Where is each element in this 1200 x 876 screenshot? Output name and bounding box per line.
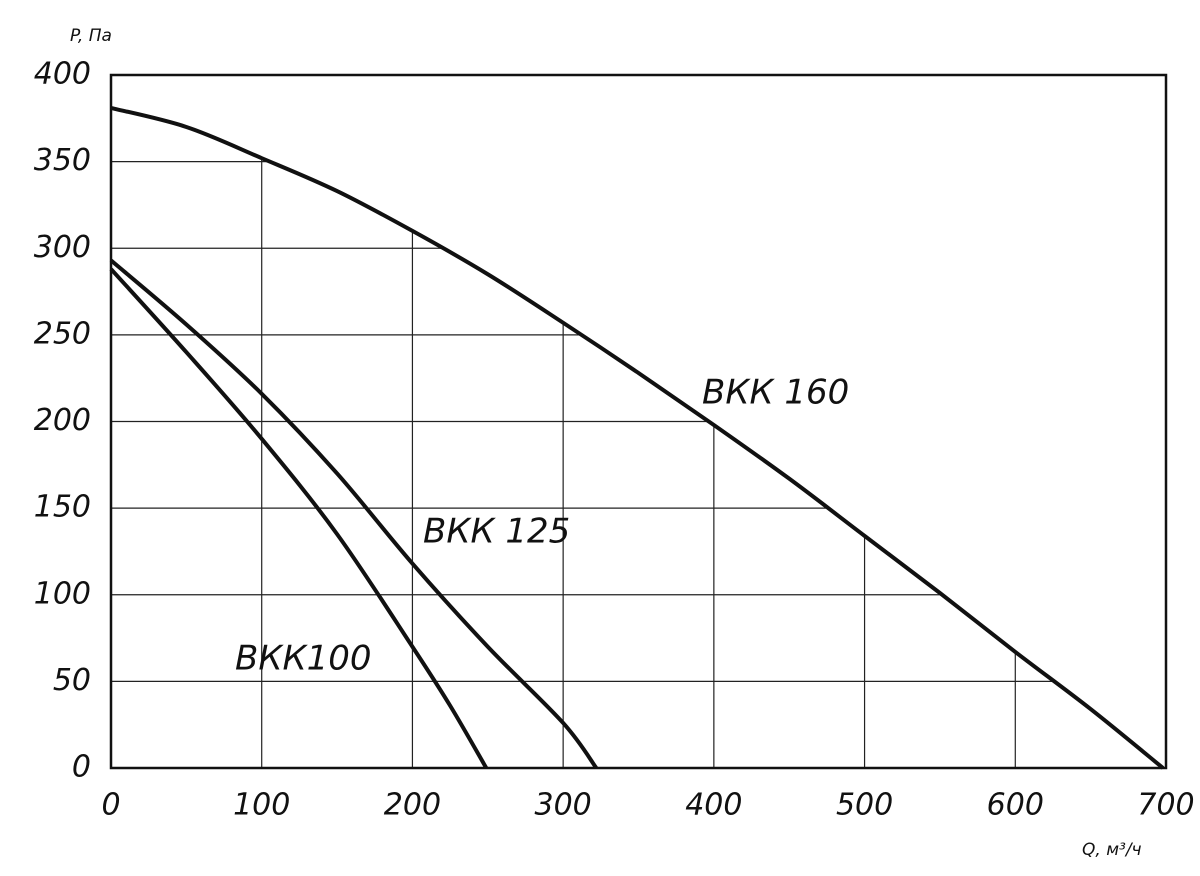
x-tick-label: 100 bbox=[233, 788, 290, 823]
y-tick-label: 400 bbox=[34, 57, 91, 92]
x-tick-label: 200 bbox=[384, 788, 441, 823]
y-axis-label: P, Па bbox=[70, 26, 112, 46]
x-tick-label: 0 bbox=[101, 788, 120, 823]
curve-label: ВКК 125 bbox=[423, 512, 570, 552]
curve-label: ВКК100 bbox=[235, 639, 372, 679]
y-tick-label: 0 bbox=[72, 750, 91, 785]
curve-label: ВКК 160 bbox=[702, 373, 849, 413]
x-tick-label: 300 bbox=[535, 788, 592, 823]
y-tick-label: 150 bbox=[34, 490, 91, 525]
x-tick-label: 500 bbox=[836, 788, 893, 823]
curve bbox=[110, 105, 1165, 770]
y-tick-label: 200 bbox=[34, 403, 91, 438]
y-tick-label: 100 bbox=[34, 576, 91, 611]
y-tick-label: 300 bbox=[34, 230, 91, 265]
x-tick-label: 400 bbox=[685, 788, 742, 823]
x-axis-label: Q, м³/ч bbox=[1082, 840, 1142, 860]
x-tick-label: 600 bbox=[987, 788, 1044, 823]
y-tick-label: 250 bbox=[34, 316, 91, 351]
plot-frame bbox=[109, 73, 1168, 770]
curve bbox=[109, 267, 489, 770]
x-tick-label: 700 bbox=[1137, 788, 1194, 823]
y-tick-label: 50 bbox=[53, 663, 91, 698]
y-tick-label: 350 bbox=[34, 143, 91, 178]
curve bbox=[109, 258, 598, 770]
